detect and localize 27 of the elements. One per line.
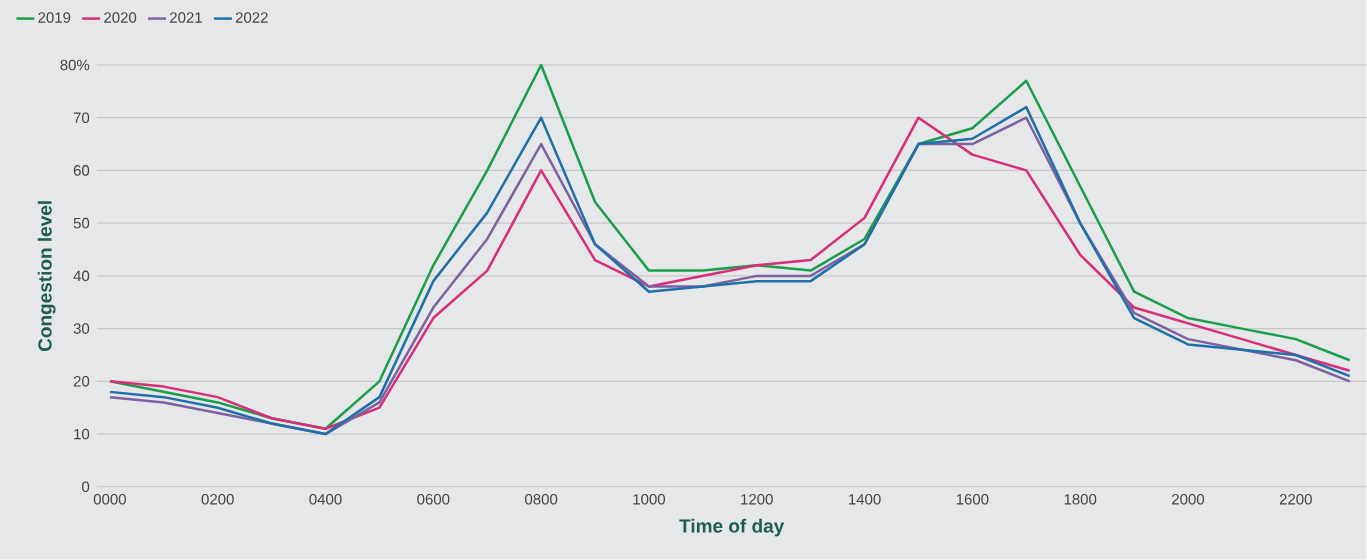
- x-tick-label: 2000: [1172, 494, 1205, 505]
- x-tick-label: 1600: [956, 494, 989, 505]
- y-tick-label: 20: [73, 376, 90, 387]
- x-tick-label: 1200: [741, 494, 773, 505]
- y-tick-label: 0: [82, 481, 90, 493]
- x-tick-label: 0000: [93, 494, 126, 505]
- x-tick-label: 1800: [1064, 494, 1097, 505]
- x-tick-label: 1000: [633, 494, 666, 505]
- x-tick-label: 2200: [1279, 494, 1312, 505]
- y-tick-label: 30: [73, 323, 90, 335]
- y-tick-label: 50: [73, 217, 90, 229]
- legend-label: 2021: [170, 12, 202, 23]
- legend-label: 2020: [104, 12, 137, 23]
- y-tick-label: 70: [73, 112, 90, 124]
- x-tick-label: 0600: [417, 494, 450, 505]
- x-axis-title: Time of day: [679, 518, 785, 537]
- y-axis-title: Congestion level: [37, 201, 56, 352]
- y-tick-label: 60: [73, 165, 90, 176]
- x-tick-label: 1400: [849, 494, 881, 505]
- legend-label: 2022: [235, 12, 268, 23]
- legend-label: 2019: [38, 12, 71, 23]
- x-tick-label: 0200: [201, 494, 234, 505]
- y-tick-label: 40: [73, 270, 90, 282]
- y-tick-label: 10: [74, 428, 90, 440]
- x-tick-label: 0800: [525, 494, 558, 505]
- y-tick-label: 80%: [60, 59, 90, 71]
- x-tick-label: 0400: [309, 494, 342, 505]
